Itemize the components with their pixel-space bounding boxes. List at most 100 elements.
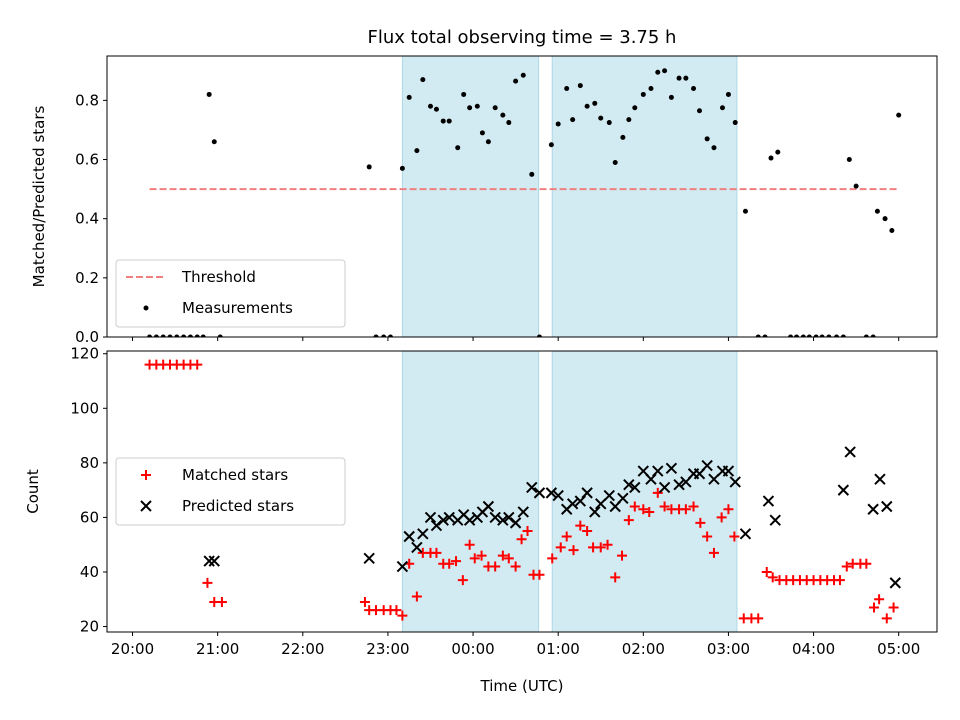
data-point: [680, 504, 691, 515]
data-point: [834, 575, 845, 586]
data-point: [464, 539, 475, 550]
data-point: [861, 558, 872, 569]
data-point: [722, 465, 735, 477]
data-point: [711, 145, 717, 151]
data-point: [640, 91, 646, 97]
data-point: [708, 473, 720, 485]
ratio-frame: [106, 55, 938, 338]
data-point: [881, 500, 893, 513]
data-point: [396, 560, 409, 573]
data-point: [443, 511, 455, 524]
data-point: [870, 334, 876, 337]
data-point: [510, 561, 521, 572]
data-point: [837, 484, 850, 496]
data-point: [582, 526, 593, 537]
data-point: [417, 528, 429, 540]
data-point: [739, 528, 752, 540]
data-point: [167, 334, 173, 337]
data-point: [723, 504, 734, 515]
data-point: [506, 120, 512, 126]
data-point: [437, 514, 449, 526]
legend-swatch: [143, 305, 149, 311]
data-point: [411, 541, 423, 554]
data-point: [381, 334, 387, 337]
data-point: [788, 334, 794, 337]
data-point: [366, 164, 372, 170]
x-tick-label: 22:00: [281, 640, 324, 658]
count-legend: Matched stars Predicted stars: [115, 457, 346, 526]
data-point: [359, 596, 370, 607]
data-point: [696, 108, 702, 114]
data-point: [457, 575, 468, 586]
data-point: [399, 165, 405, 171]
data-point: [420, 77, 426, 83]
data-point: [881, 613, 892, 624]
data-point: [564, 86, 570, 92]
data-point: [676, 75, 682, 81]
data-point: [874, 594, 885, 605]
data-point: [652, 465, 664, 477]
data-point: [216, 596, 227, 607]
data-point: [513, 78, 519, 84]
data-point: [668, 94, 674, 100]
data-point: [363, 552, 375, 565]
data-point: [570, 117, 576, 123]
observing-interval-ratio-1: [551, 56, 738, 337]
data-point: [617, 550, 628, 561]
data-point: [840, 334, 846, 337]
y-tick-label: 0.0: [75, 328, 99, 346]
data-point: [497, 514, 509, 526]
series-matched-stars: [144, 359, 899, 624]
data-point: [592, 100, 598, 106]
data-point: [623, 478, 635, 491]
data-point: [719, 105, 725, 111]
data-point: [662, 68, 668, 74]
data-point: [612, 159, 618, 165]
data-point: [192, 359, 203, 370]
data-point: [479, 130, 485, 136]
data-point: [598, 115, 604, 121]
data-point: [451, 556, 462, 567]
data-point: [194, 334, 200, 337]
data-point: [610, 572, 621, 583]
data-point: [520, 72, 526, 78]
data-point: [665, 462, 678, 475]
series-predicted-stars: [203, 446, 901, 589]
data-point: [206, 91, 212, 97]
data-point: [729, 476, 741, 488]
observing-interval-count-1: [551, 351, 738, 632]
data-point: [403, 530, 415, 543]
observing-interval-ratio-0: [401, 56, 540, 337]
data-point: [648, 86, 654, 92]
legend-entry: Predicted stars: [182, 497, 294, 515]
data-point: [595, 542, 606, 553]
data-point: [800, 334, 806, 337]
data-point: [704, 136, 710, 142]
data-point: [444, 558, 455, 569]
data-point: [888, 602, 899, 613]
y-tick-label: 20: [80, 618, 99, 636]
data-point: [834, 334, 840, 337]
data-point: [732, 120, 738, 126]
data-point: [533, 487, 546, 499]
count-frame: [106, 350, 938, 633]
data-point: [153, 334, 159, 337]
data-point: [826, 334, 832, 337]
data-point: [411, 591, 422, 602]
data-point: [626, 117, 632, 123]
x-axis-label: Time (UTC): [480, 677, 564, 695]
data-point: [547, 553, 558, 564]
data-point: [652, 487, 663, 498]
data-point: [534, 569, 545, 580]
x-tick-label: 00:00: [451, 640, 494, 658]
data-point: [446, 118, 452, 124]
data-point: [673, 478, 685, 491]
data-point: [561, 531, 572, 542]
data-point: [813, 334, 819, 337]
y-tick-label: 0.4: [75, 210, 99, 228]
ratio-panel: 0.0 0.2 0.4 0.6 0.8 Matched/Predicted stars Th…: [30, 55, 938, 346]
data-point: [889, 577, 901, 589]
data-point: [503, 553, 514, 564]
data-point: [581, 487, 593, 499]
data-point: [160, 334, 166, 337]
